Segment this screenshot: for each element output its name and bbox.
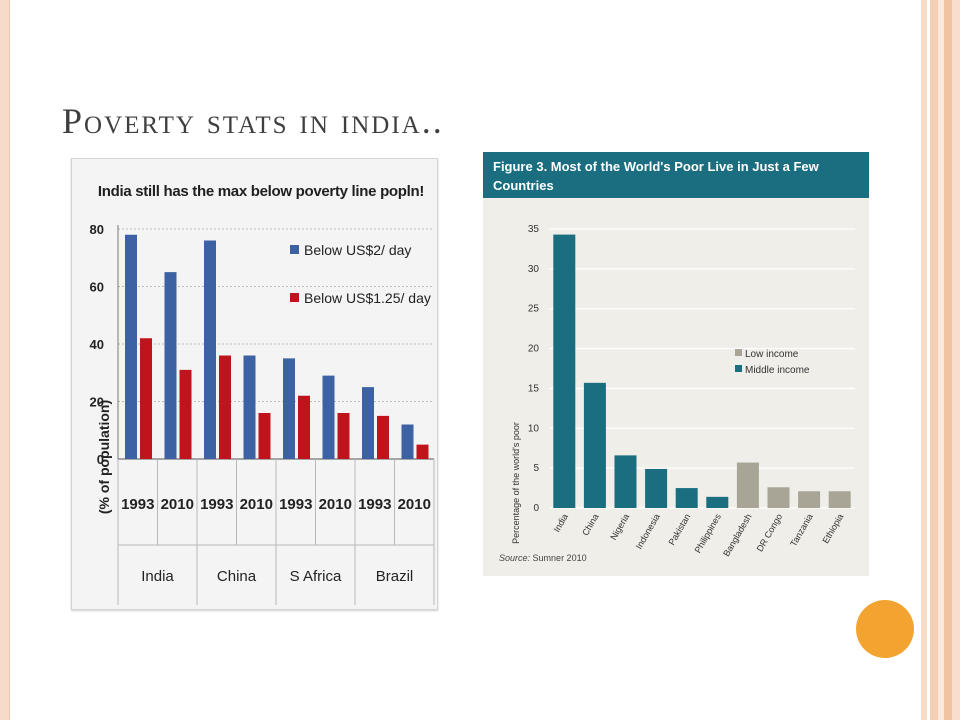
chart1-bar <box>164 272 177 459</box>
chart1-x-tick-label: 2010 <box>319 496 352 513</box>
chart2-bar <box>767 487 790 508</box>
chart2-legend-swatch <box>735 349 742 356</box>
chart1-bar <box>377 415 389 459</box>
chart2-bar <box>798 491 821 508</box>
chart1-x-tick-label: 1993 <box>121 496 154 513</box>
chart2-x-tick-label: Tanzania <box>788 512 815 548</box>
slide-title: Poverty stats in india.. <box>62 101 444 141</box>
chart1-x-tick-label: 1993 <box>279 496 312 513</box>
chart2-bar <box>583 382 606 508</box>
chart2-bar <box>706 496 729 508</box>
chart1-bar <box>258 413 271 459</box>
chart1-bar <box>125 234 137 459</box>
chart2-y-tick-label: 30 <box>528 264 540 275</box>
chart2-x-tick-label: Pakistan <box>667 512 693 547</box>
chart1-bar <box>362 387 374 459</box>
left-border-decoration <box>0 0 10 720</box>
chart2-x-tick-label: DR Congo <box>755 512 785 553</box>
chart1-bar <box>283 358 295 459</box>
chart1-group-label: India <box>141 568 174 585</box>
chart1-bar <box>337 413 350 459</box>
chart2-x-tick-label: Philippines <box>693 512 724 555</box>
chart1-bar <box>298 395 310 459</box>
chart2-bar <box>553 234 576 508</box>
chart2-y-tick-label: 15 <box>528 383 540 394</box>
decorative-orange-circle <box>856 600 914 658</box>
chart1-y-tick-label: 80 <box>90 222 104 237</box>
chart1-legend-swatch <box>290 245 299 254</box>
chart1-x-tick-label: 2010 <box>240 496 273 513</box>
chart1-legend-swatch <box>290 293 299 302</box>
chart2-x-tick-label: Ethiopia <box>821 512 846 545</box>
chart2-plot: 0 5 10 15 20 25 30 35 India China Nigeria Indonesia… <box>528 224 855 558</box>
chart1-group-label: Brazil <box>376 568 414 585</box>
chart1-y-tick-label: 60 <box>90 280 104 295</box>
chart2-y-tick-label: 0 <box>533 503 539 514</box>
chart2-x-tick-label: China <box>580 512 600 537</box>
chart2-y-tick-label: 5 <box>533 463 539 474</box>
poverty-line-chart: India still has the max below poverty li… <box>71 158 438 610</box>
chart1-y-tick-label: 0 <box>97 452 104 467</box>
chart1-title: India still has the max below poverty li… <box>97 183 425 200</box>
chart2-source-label: Source: <box>499 553 531 563</box>
chart1-x-tick-label: 2010 <box>398 496 431 513</box>
chart1-legend-label: Below US$1.25/ day <box>304 290 431 306</box>
chart1-plot: 0 20 40 60 80 1993 2010 1993 2010 1993 2010 1993 201… <box>90 222 435 605</box>
chart1-bar <box>322 375 335 459</box>
chart1-bar <box>204 240 216 459</box>
chart1-y-tick-label: 40 <box>90 337 104 352</box>
chart1-legend-label: Below US$2/ day <box>304 242 411 258</box>
chart2-x-tick-label: Bangladesh <box>721 512 753 558</box>
chart2-y-tick-label: 25 <box>528 304 540 315</box>
chart1-x-tick-label: 2010 <box>161 496 194 513</box>
chart1-bar <box>416 444 429 459</box>
chart2-y-tick-label: 10 <box>528 423 540 434</box>
chart1-bar <box>401 424 414 459</box>
chart1-y-tick-label: 20 <box>90 395 104 410</box>
chart1-x-tick-label: 1993 <box>358 496 391 513</box>
chart2-source-text: Sumner 2010 <box>532 553 587 563</box>
chart1-bar <box>179 369 192 459</box>
chart2-y-axis-label: Percentage of the world's poor <box>511 422 521 544</box>
chart2-bar <box>675 488 698 508</box>
chart2-legend-label: Middle income <box>745 365 810 376</box>
chart2-legend-swatch <box>735 365 742 372</box>
chart2-y-tick-label: 20 <box>528 344 540 355</box>
chart2-bar <box>736 462 759 508</box>
chart2-source: Source: Sumner 2010 <box>499 553 587 563</box>
chart2-bar <box>614 455 637 508</box>
chart2-bar <box>645 468 668 508</box>
chart2-x-tick-label: Indonesia <box>634 512 662 551</box>
chart1-bar <box>140 338 152 459</box>
chart2-bar <box>828 491 851 508</box>
chart2-title: Figure 3. Most of the World's Poor Live … <box>493 159 819 193</box>
chart1-bar <box>219 355 231 459</box>
right-border-stripes <box>918 0 960 720</box>
chart1-group-label: S Africa <box>290 568 342 585</box>
chart1-group-label: China <box>217 568 257 585</box>
chart2-header: Figure 3. Most of the World's Poor Live … <box>483 152 869 198</box>
chart2-y-tick-label: 35 <box>528 224 540 235</box>
chart1-bar <box>243 355 256 459</box>
chart1-x-tick-label: 1993 <box>200 496 233 513</box>
chart2-legend-label: Low income <box>745 349 799 360</box>
chart2-x-tick-label: India <box>552 512 570 534</box>
chart2-x-tick-label: Nigeria <box>608 512 631 542</box>
worlds-poor-chart: Figure 3. Most of the World's Poor Live … <box>483 152 869 576</box>
